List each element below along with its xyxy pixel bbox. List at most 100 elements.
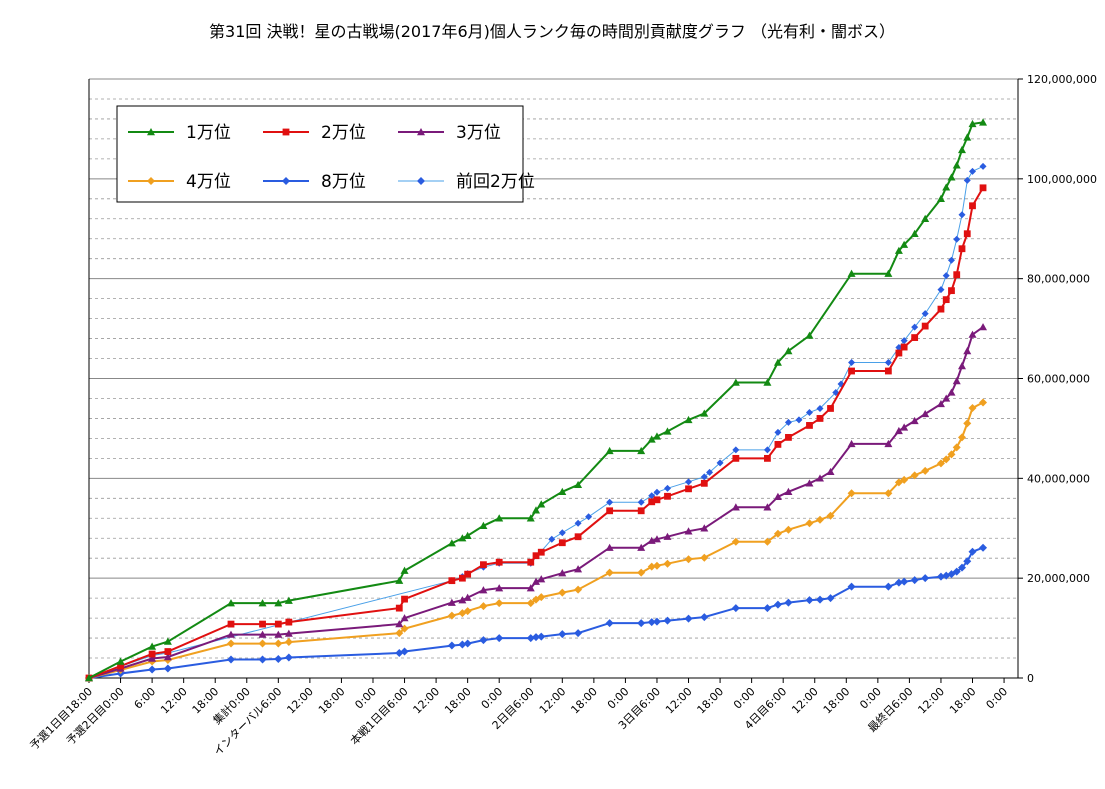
data-point — [963, 230, 971, 238]
data-point — [684, 415, 693, 424]
data-point — [558, 539, 566, 547]
data-point — [764, 454, 771, 462]
data-point — [774, 428, 782, 436]
data-point — [532, 633, 541, 642]
data-point — [910, 229, 919, 237]
data-point — [911, 323, 919, 331]
data-point — [284, 638, 293, 647]
data-point — [763, 503, 772, 511]
data-point — [731, 537, 740, 546]
data-point — [148, 650, 156, 658]
data-point — [637, 507, 645, 515]
series-1 — [85, 118, 988, 682]
x-tick-label: 12:00 — [789, 685, 821, 717]
data-point — [85, 674, 93, 682]
data-point — [258, 599, 267, 607]
legend-label: 4万位 — [186, 172, 231, 192]
x-tick-label: 18:00 — [442, 685, 474, 717]
data-point — [942, 183, 951, 191]
data-point — [979, 543, 988, 552]
series-line — [88, 165, 984, 679]
data-point — [900, 343, 908, 351]
x-tick-label: 0:00 — [731, 685, 758, 712]
data-point — [963, 419, 972, 428]
data-point — [957, 362, 966, 370]
data-point — [942, 455, 951, 464]
x-tick-label: 6:00 — [132, 685, 159, 712]
data-point — [795, 416, 803, 424]
data-point — [806, 422, 813, 429]
data-point — [847, 582, 856, 591]
data-point — [163, 653, 172, 661]
data-point — [395, 604, 403, 612]
data-point — [526, 599, 535, 608]
data-point — [805, 479, 814, 487]
data-point — [957, 145, 966, 154]
data-point — [805, 408, 813, 416]
data-point — [942, 394, 951, 402]
data-point — [942, 296, 950, 304]
data-point — [884, 439, 893, 448]
data-point — [647, 435, 656, 443]
data-point — [952, 376, 961, 385]
data-point — [284, 629, 293, 637]
data-point — [731, 604, 740, 613]
data-point — [647, 562, 656, 571]
data-point — [258, 655, 267, 664]
x-tick-label: 18:00 — [695, 685, 727, 717]
data-point — [653, 488, 661, 496]
data-point — [537, 500, 546, 508]
x-tick-label: 0:00 — [352, 685, 379, 712]
data-point — [284, 653, 293, 662]
data-point — [900, 423, 909, 431]
data-point — [716, 459, 724, 467]
data-point — [773, 358, 782, 366]
data-point — [605, 446, 614, 455]
x-tick-label: 12:00 — [284, 685, 316, 717]
data-point — [921, 466, 930, 475]
data-point — [637, 619, 646, 628]
x-tick-label: 18:00 — [947, 685, 979, 717]
data-point — [968, 403, 977, 412]
data-point — [953, 235, 961, 243]
legend-item: 3万位 — [398, 123, 501, 143]
data-point — [979, 398, 988, 407]
data-point — [574, 533, 582, 541]
legend-label: 3万位 — [456, 123, 501, 143]
data-point — [884, 489, 893, 498]
data-point — [147, 128, 155, 136]
data-point — [464, 570, 472, 578]
data-point — [847, 489, 856, 498]
data-point — [847, 269, 856, 277]
data-point — [685, 478, 693, 486]
data-point — [495, 514, 504, 522]
data-point — [117, 662, 124, 670]
data-point — [816, 415, 824, 422]
data-point — [147, 177, 155, 185]
legend-item: 前回2万位 — [398, 172, 535, 192]
data-point — [979, 162, 987, 170]
data-point — [274, 630, 283, 638]
data-point — [921, 214, 930, 222]
data-point — [648, 492, 656, 500]
series-line — [88, 546, 984, 679]
data-point — [900, 337, 908, 345]
data-point — [826, 511, 835, 520]
data-point — [942, 272, 950, 280]
data-point — [805, 331, 814, 339]
data-point — [558, 487, 567, 496]
data-point — [537, 575, 546, 583]
x-tick-label: 12:00 — [663, 685, 695, 717]
data-point — [652, 432, 661, 440]
data-point — [495, 558, 503, 566]
legend-label: 2万位 — [321, 123, 366, 143]
data-point — [458, 596, 467, 604]
x-tick-label: 0:00 — [984, 685, 1011, 712]
data-point — [574, 565, 583, 573]
data-point — [274, 639, 283, 648]
legend-label: 1万位 — [186, 123, 231, 143]
data-point — [957, 433, 966, 442]
series-6 — [85, 162, 987, 682]
data-point — [700, 553, 709, 562]
